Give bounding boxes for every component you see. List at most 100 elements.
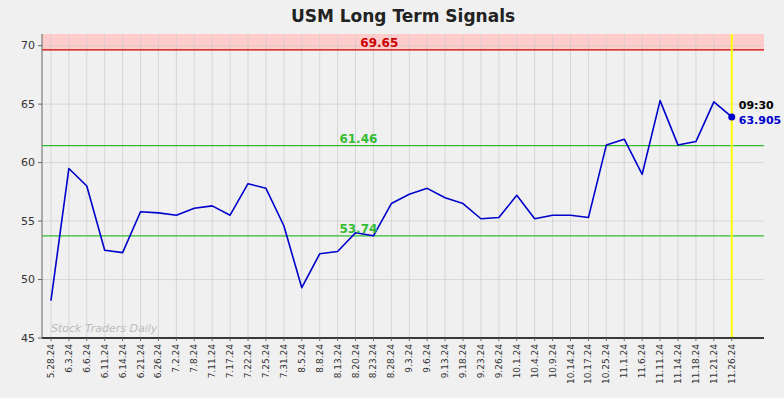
x-tick-label: 11.14.24 [673, 344, 683, 384]
reference-lines [42, 34, 764, 338]
y-tick [38, 45, 42, 46]
x-tick [283, 338, 284, 341]
x-tick-label: 7.8.24 [189, 344, 199, 373]
grid-line-x [463, 34, 464, 338]
x-tick [678, 338, 679, 341]
x-tick [660, 338, 661, 341]
x-tick-label: 10.17.24 [583, 344, 593, 384]
y-tick [38, 104, 42, 105]
grid-line-y [42, 45, 764, 46]
x-tick [409, 338, 410, 341]
x-tick-label: 5.28.24 [46, 344, 56, 379]
y-tick [38, 338, 42, 339]
x-tick-label: 7.25.24 [261, 344, 271, 379]
x-tick [248, 338, 249, 341]
grid-line-x [265, 34, 266, 338]
y-tick-label: 65 [21, 98, 35, 111]
x-tick [445, 338, 446, 341]
x-tick-label: 10.14.24 [566, 344, 576, 384]
grid-line-x [588, 34, 589, 338]
x-tick [50, 338, 51, 341]
x-tick-label: 11.21.24 [709, 344, 719, 384]
y-tick-label: 50 [21, 273, 35, 286]
x-tick [534, 338, 535, 341]
grid-line-x [678, 34, 679, 338]
x-tick-label: 9.18.24 [458, 344, 468, 379]
grid-line-x [498, 34, 499, 338]
grid-line-x [176, 34, 177, 338]
x-tick-label: 6.6.24 [82, 344, 92, 373]
current-dot [728, 113, 735, 120]
x-tick [86, 338, 87, 341]
x-tick [373, 338, 374, 341]
grid [42, 34, 764, 338]
current-price: 63.905 [739, 114, 781, 127]
x-tick [230, 338, 231, 341]
grid-line-x [731, 34, 732, 338]
grid-line-x [445, 34, 446, 338]
grid-line-x [695, 34, 696, 338]
x-tick-label: 11.11.24 [655, 344, 665, 384]
x-tick [158, 338, 159, 341]
x-tick-label: 7.2.24 [171, 344, 181, 373]
grid-line-x [68, 34, 69, 338]
grid-line-x [104, 34, 105, 338]
y-tick-label: 55 [21, 215, 35, 228]
x-tick [463, 338, 464, 341]
x-tick-label: 6.3.24 [64, 344, 74, 373]
x-tick [140, 338, 141, 341]
x-tick-label: 10.25.24 [601, 344, 611, 384]
grid-line-x [337, 34, 338, 338]
x-tick [355, 338, 356, 341]
x-tick-label: 8.8.24 [315, 344, 325, 373]
y-tick-label: 60 [21, 156, 35, 169]
x-tick [731, 338, 732, 341]
x-tick [642, 338, 643, 341]
x-tick [606, 338, 607, 341]
x-tick [122, 338, 123, 341]
grid-line-x [624, 34, 625, 338]
grid-line-x [373, 34, 374, 338]
y-tick [38, 221, 42, 222]
upper-band [42, 34, 764, 50]
x-tick [695, 338, 696, 341]
x-tick [176, 338, 177, 341]
x-tick-label: 8.23.24 [368, 344, 378, 379]
x-tick-label: 9.6.24 [422, 344, 432, 373]
x-tick [265, 338, 266, 341]
grid-line-x [427, 34, 428, 338]
x-tick [588, 338, 589, 341]
grid-line-y [42, 104, 764, 105]
grid-line-x [140, 34, 141, 338]
grid-line-x [660, 34, 661, 338]
x-tick [570, 338, 571, 341]
grid-line-x [283, 34, 284, 338]
x-tick-label: 7.22.24 [243, 344, 253, 379]
x-tick [68, 338, 69, 341]
grid-line-x [516, 34, 517, 338]
x-tick-label: 8.5.24 [297, 344, 307, 373]
bands [42, 34, 764, 50]
x-tick [301, 338, 302, 341]
x-tick-label: 6.14.24 [118, 344, 128, 379]
x-tick [337, 338, 338, 341]
x-tick [498, 338, 499, 341]
grid-line-y [42, 338, 764, 339]
x-tick-label: 6.26.24 [153, 344, 163, 379]
grid-line-x [230, 34, 231, 338]
x-tick-label: 9.3.24 [404, 344, 414, 373]
price-line [51, 101, 732, 301]
x-tick-label: 11.18.24 [691, 344, 701, 384]
grid-line-x [212, 34, 213, 338]
x-tick-label: 10.9.24 [548, 344, 558, 379]
x-tick-label: 9.26.24 [494, 344, 504, 379]
hline [42, 235, 764, 236]
y-tick-label: 70 [21, 39, 35, 52]
grid-line-x [713, 34, 714, 338]
x-tick-label: 7.31.24 [279, 344, 289, 379]
x-tick-label: 11.26.24 [727, 344, 737, 384]
watermark: Stock Traders Daily [51, 322, 158, 335]
grid-line-x [642, 34, 643, 338]
x-tick [624, 338, 625, 341]
grid-line-x [552, 34, 553, 338]
